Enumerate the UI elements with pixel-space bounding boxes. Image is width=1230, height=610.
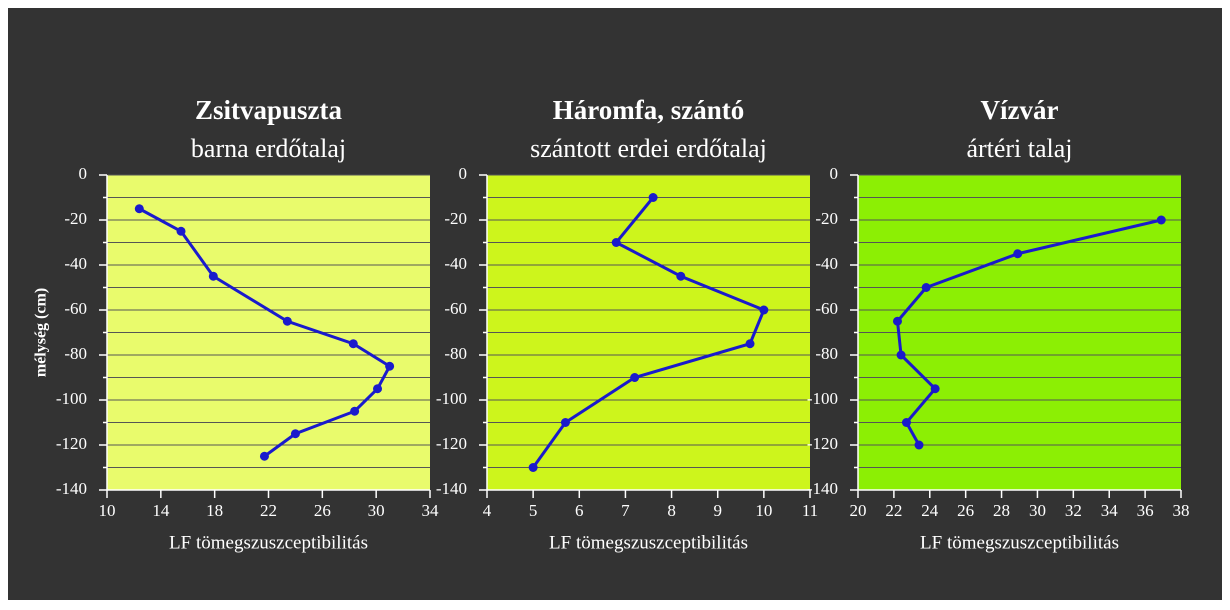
x-tick-label: 38 [1173,501,1190,520]
x-tick-label: 8 [667,501,676,520]
y-tick-label: -60 [815,299,838,318]
data-point [373,384,383,394]
y-tick-label: -140 [56,479,87,498]
data-point [385,361,395,371]
chart-subtitle: barna erdőtalaj [191,134,346,163]
data-point [759,305,769,315]
data-point [930,384,940,394]
data-point [648,193,658,202]
y-tick-label: -120 [807,434,838,453]
x-tick-label: 14 [152,501,170,520]
data-point [282,316,292,326]
x-tick-label: 30 [368,501,385,520]
x-tick-label: 11 [802,501,818,520]
y-tick-label: 0 [459,164,468,183]
x-tick-label: 34 [422,501,440,520]
x-axis-label: LF tömegszuszceptibilitás [169,532,368,553]
y-tick-label: -40 [64,254,87,273]
data-point [176,226,186,236]
x-tick-label: 10 [99,501,116,520]
y-tick-label: -20 [815,209,838,228]
y-tick-label: -120 [56,434,87,453]
y-axis-label: mélység (cm) [33,288,50,377]
x-tick-label: 36 [1137,501,1154,520]
data-point [921,283,931,292]
data-point [259,451,269,461]
y-tick-label: -80 [444,344,467,363]
y-tick-label: -100 [807,389,838,408]
data-point [914,440,924,450]
x-axis-label: LF tömegszuszceptibilitás [920,532,1119,553]
chart-title: Háromfa, szántó [553,95,744,125]
x-tick-label: 22 [260,501,277,520]
x-tick-label: 18 [206,501,223,520]
data-point [630,373,640,382]
y-tick-label: -60 [64,299,87,318]
x-tick-label: 34 [1101,501,1119,520]
chart-title: Vízvár [981,95,1059,125]
data-line [895,218,1162,446]
y-tick-label: -40 [444,254,467,273]
y-tick-label: -80 [64,344,87,363]
x-tick-label: 22 [885,501,902,520]
x-tick-label: 26 [957,501,974,520]
y-tick-label: -20 [64,209,87,228]
data-point [134,204,144,214]
x-tick-label: 28 [993,501,1010,520]
data-point [1156,215,1166,225]
x-tick-label: 32 [1065,501,1082,520]
data-point [611,238,621,247]
data-point [892,316,902,326]
data-point [1013,249,1023,259]
x-tick-label: 10 [755,501,772,520]
data-point [676,271,686,281]
x-axis-label: LF tömegszuszceptibilitás [549,532,748,553]
y-tick-label: -20 [444,209,467,228]
x-tick-label: 9 [713,501,722,520]
chart-title: Zsitvapuszta [195,95,343,125]
x-tick-label: 4 [483,501,492,520]
x-tick-label: 7 [621,501,630,520]
data-line [138,207,392,458]
x-tick-label: 24 [921,501,939,520]
data-point [896,350,906,360]
data-point [348,339,358,349]
y-tick-label: -40 [815,254,838,273]
y-tick-label: -140 [436,479,467,498]
data-point [901,418,911,427]
x-tick-label: 20 [850,501,867,520]
data-point [350,406,360,416]
y-tick-label: -80 [815,344,838,363]
data-line [531,196,766,469]
data-point [560,418,570,427]
y-tick-label: 0 [830,164,839,183]
y-tick-label: -100 [436,389,467,408]
chart-subtitle: szántott erdei erdőtalaj [530,134,767,163]
x-tick-label: 26 [314,501,331,520]
y-tick-label: -120 [436,434,467,453]
data-point [290,429,300,439]
data-point [745,339,755,349]
y-tick-label: -140 [807,479,838,498]
x-tick-label: 6 [575,501,584,520]
y-tick-label: -60 [444,299,467,318]
y-tick-label: 0 [79,164,88,183]
x-tick-label: 5 [529,501,538,520]
y-tick-label: -100 [56,389,87,408]
data-point [528,463,538,472]
x-tick-label: 30 [1029,501,1046,520]
data-point [208,271,218,281]
chart-subtitle: ártéri talaj [966,134,1072,163]
